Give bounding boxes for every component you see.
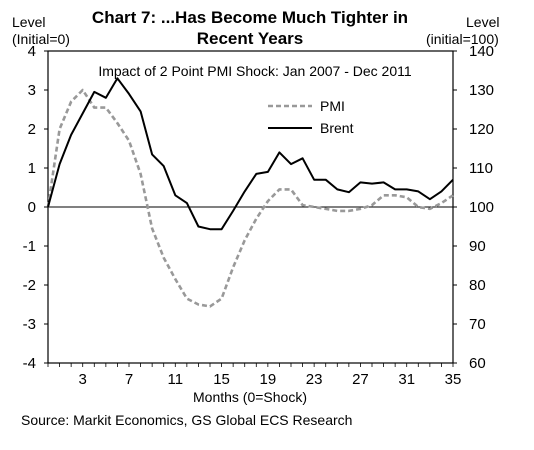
series-line-pmi [46,88,454,308]
x-axis-label: Months (0=Shock) [193,389,307,405]
left-axis-label-line-2: (Initial=0) [12,31,70,47]
left-tick-label: 4 [28,43,36,60]
source-note: Source: Markit Economics, GS Global ECS … [21,412,352,428]
x-axis-ticks: 3 7 11 15 19 23 27 31 35 [47,363,462,388]
right-tick-label: 70 [469,316,486,333]
left-tick-label: 3 [28,82,36,99]
right-tick-label: 140 [469,43,494,60]
right-tick-label: 130 [469,82,494,99]
series-layer [46,77,454,308]
legend: PMI Brent [268,98,354,136]
x-tick-label: 27 [352,371,369,388]
right-tick-label: 100 [469,199,494,216]
left-axis-label-line-1: Level [12,14,45,30]
legend-brent-label: Brent [320,120,354,136]
x-tick-label: 3 [79,371,87,388]
x-tick-label: 35 [445,371,462,388]
series-line-brent [47,77,454,231]
right-tick-label: 60 [469,355,486,372]
chart-subtitle: Impact of 2 Point PMI Shock: Jan 2007 - … [98,63,412,79]
left-tick-label: 0 [28,199,36,216]
x-tick-label: 7 [125,371,133,388]
right-tick-label: 110 [469,160,493,177]
right-axis-ticks: 60 70 80 90 100 110 120 130 140 [453,43,494,372]
left-tick-label: -4 [23,355,36,372]
right-tick-label: 90 [469,238,486,255]
x-tick-label: 11 [167,371,183,388]
right-axis-label-line-1: Level [466,14,499,30]
chart-title-line-2: Recent Years [197,29,303,48]
legend-pmi-label: PMI [320,98,345,114]
right-axis-label-line-2: (initial=100) [426,31,499,47]
left-tick-label: -3 [23,316,36,333]
left-axis-ticks: -4 -3 -2 -1 0 1 2 3 4 [23,43,48,372]
right-tick-label: 120 [469,121,494,138]
chart-title-line-1: Chart 7: ...Has Become Much Tighter in [92,8,408,27]
left-tick-label: 2 [28,121,36,138]
x-tick-label: 23 [306,371,323,388]
right-tick-label: 80 [469,277,486,294]
left-tick-label: 1 [28,160,36,177]
x-tick-label: 15 [213,371,230,388]
x-tick-label: 31 [398,371,415,388]
left-tick-label: -1 [23,238,36,255]
left-tick-label: -2 [23,277,36,294]
x-tick-label: 19 [260,371,277,388]
